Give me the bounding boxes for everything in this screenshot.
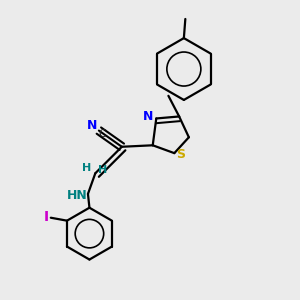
Text: C: C bbox=[98, 129, 106, 140]
Text: N: N bbox=[143, 110, 153, 124]
Text: S: S bbox=[176, 148, 185, 161]
Text: H: H bbox=[98, 165, 107, 175]
Text: HN: HN bbox=[67, 189, 88, 202]
Text: I: I bbox=[44, 210, 49, 224]
Text: N: N bbox=[87, 119, 98, 132]
Text: H: H bbox=[82, 163, 92, 173]
